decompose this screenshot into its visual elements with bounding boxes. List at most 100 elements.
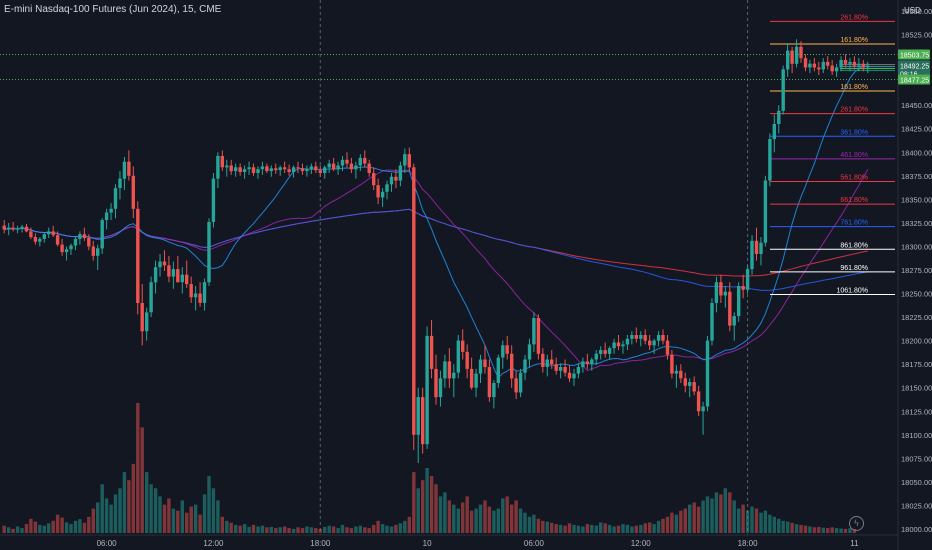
candle bbox=[318, 165, 322, 177]
volume-bar bbox=[300, 528, 305, 533]
candle bbox=[719, 274, 723, 303]
candle-body bbox=[536, 318, 541, 354]
volume-bar bbox=[318, 528, 322, 533]
candle-body bbox=[189, 284, 193, 298]
candle-body bbox=[349, 163, 354, 170]
candle-body bbox=[122, 161, 127, 179]
candle-body bbox=[790, 50, 794, 64]
candle-body bbox=[265, 166, 269, 172]
session-separators bbox=[319, 0, 749, 535]
candle-body bbox=[852, 61, 857, 66]
candle-body bbox=[728, 291, 732, 326]
candle bbox=[648, 334, 652, 351]
candle bbox=[496, 354, 500, 388]
candle bbox=[630, 331, 634, 345]
candle bbox=[287, 164, 291, 176]
candle-body bbox=[799, 46, 803, 59]
volume-bar bbox=[15, 526, 20, 533]
candle bbox=[830, 59, 834, 76]
symbol-title[interactable]: E-mini Nasdaq-100 Futures (Jun 2024), 15… bbox=[4, 4, 222, 15]
candle bbox=[474, 368, 478, 398]
candle-body bbox=[452, 372, 456, 379]
candle-body bbox=[692, 382, 696, 392]
candle-body bbox=[656, 335, 661, 341]
fib-level-label: 361.80% bbox=[840, 129, 868, 136]
volume-bar bbox=[834, 528, 839, 533]
fibonacci-extension[interactable]: 361.80%261.80%161.80%161.80%261.80%361.8… bbox=[770, 0, 895, 295]
candles bbox=[2, 39, 870, 464]
fib-level-label: 661.80% bbox=[840, 197, 868, 204]
candle-body bbox=[843, 60, 848, 64]
candle bbox=[2, 220, 6, 234]
candle bbox=[300, 163, 305, 175]
candle-body bbox=[7, 227, 11, 230]
candle bbox=[331, 157, 336, 172]
candle bbox=[407, 147, 411, 172]
candle-body bbox=[176, 269, 180, 283]
candle bbox=[786, 43, 790, 77]
time-axis[interactable]: 06:0012:0018:001006:0012:0018:001106:001… bbox=[0, 534, 932, 548]
candle bbox=[167, 255, 171, 283]
candle-body bbox=[247, 167, 251, 170]
candle bbox=[162, 250, 167, 271]
volume-bar bbox=[794, 524, 799, 533]
candle-body bbox=[674, 370, 679, 374]
candle-body bbox=[20, 226, 24, 229]
candle bbox=[603, 342, 607, 358]
volume-bar bbox=[532, 514, 536, 533]
price-tick-label: 18300.00 bbox=[901, 242, 932, 251]
candle bbox=[558, 363, 563, 379]
lightning-icon[interactable]: ϟ bbox=[849, 516, 864, 531]
candle bbox=[612, 338, 616, 354]
volume-bar bbox=[96, 502, 100, 533]
candle bbox=[198, 282, 202, 307]
candle-body bbox=[821, 61, 825, 70]
candle bbox=[541, 348, 545, 373]
volume-bar bbox=[443, 492, 447, 533]
fib-level-label: 561.80% bbox=[840, 174, 868, 181]
candle bbox=[710, 298, 714, 346]
candle bbox=[327, 159, 331, 173]
candle bbox=[274, 163, 278, 174]
ma-20-line bbox=[4, 63, 869, 379]
candle-body bbox=[145, 312, 149, 332]
candle bbox=[670, 350, 674, 379]
candle-body bbox=[643, 335, 647, 341]
candle bbox=[220, 150, 224, 172]
volume-bar bbox=[296, 527, 300, 533]
candle bbox=[104, 208, 109, 230]
candle-body bbox=[372, 173, 376, 186]
price-badge-text: 18492.25 bbox=[900, 63, 929, 70]
volume-bar bbox=[118, 488, 122, 533]
candle bbox=[536, 314, 541, 360]
candle-body bbox=[781, 69, 785, 111]
volume-bar bbox=[510, 504, 514, 533]
candle bbox=[109, 203, 113, 221]
candle bbox=[207, 218, 211, 287]
candle bbox=[398, 161, 403, 187]
volume-bar bbox=[42, 525, 46, 533]
candle bbox=[741, 274, 745, 299]
volume-bar bbox=[692, 502, 696, 533]
candle-body bbox=[380, 191, 385, 198]
candle bbox=[447, 348, 452, 388]
volume-bar bbox=[216, 500, 220, 533]
volume-bar bbox=[100, 484, 104, 534]
candle bbox=[425, 326, 429, 449]
price-tick-label: 18350.00 bbox=[901, 195, 932, 204]
candle bbox=[247, 161, 251, 175]
volume-bar bbox=[514, 500, 518, 533]
volume-bar bbox=[554, 524, 558, 533]
candle bbox=[478, 354, 483, 384]
price-tick-label: 18050.00 bbox=[901, 478, 932, 487]
volume-bar bbox=[643, 523, 647, 534]
candle-body bbox=[389, 176, 394, 185]
candle bbox=[314, 161, 318, 173]
volume-bars bbox=[2, 403, 857, 534]
candle bbox=[412, 163, 416, 450]
candle bbox=[136, 201, 140, 315]
candle bbox=[745, 265, 750, 294]
volume-bar bbox=[674, 514, 679, 533]
